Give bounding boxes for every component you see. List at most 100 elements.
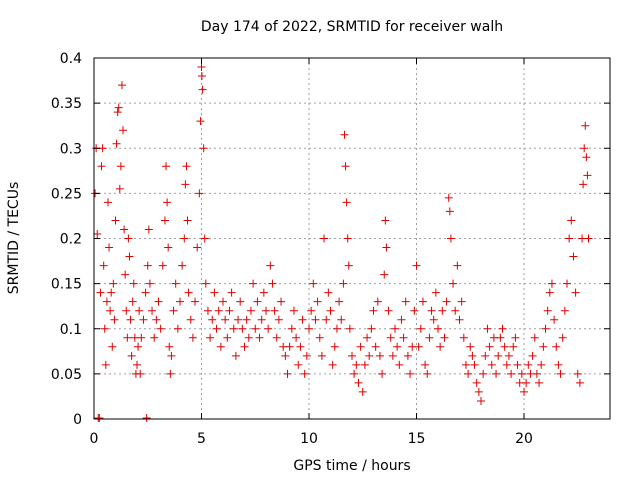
data-point: [133, 360, 141, 369]
data-point: [543, 306, 552, 315]
data-point: [249, 279, 258, 288]
data-point: [507, 369, 516, 378]
data-point: [520, 387, 528, 396]
data-point: [253, 297, 262, 306]
data-point: [158, 261, 167, 270]
data-point: [582, 153, 591, 162]
data-point: [457, 297, 466, 306]
data-point: [393, 342, 402, 351]
data-point: [427, 306, 436, 315]
x-tick-label: 0: [90, 431, 99, 447]
data-point: [342, 198, 351, 207]
data-point: [203, 306, 212, 315]
axis-ticks: 0 5 10 15 20 0 0.05 0.1 0.15 0.2 0.25 0.3 0.35 0.4: [51, 51, 610, 447]
data-point: [550, 315, 559, 324]
data-point: [324, 288, 333, 297]
data-point: [479, 369, 488, 378]
data-point: [229, 324, 238, 333]
data-point: [554, 360, 563, 369]
data-point: [100, 324, 109, 333]
data-point: [231, 351, 240, 360]
data-point: [102, 297, 111, 306]
data-point: [126, 315, 135, 324]
data-point: [545, 288, 554, 297]
data-point: [573, 369, 582, 378]
data-point: [532, 369, 541, 378]
data-point: [234, 315, 243, 324]
y-axis-label: SRMTID / TECUs: [6, 182, 22, 295]
data-point: [121, 270, 130, 279]
data-point: [498, 324, 507, 333]
data-point: [143, 261, 152, 270]
data-point: [240, 342, 249, 351]
data-point: [108, 342, 117, 351]
data-point: [464, 369, 473, 378]
data-point: [103, 198, 112, 207]
data-point: [302, 351, 311, 360]
data-point: [492, 369, 501, 378]
data-point: [110, 315, 119, 324]
data-point: [164, 243, 173, 252]
data-point: [436, 342, 445, 351]
data-point: [115, 184, 124, 193]
data-point: [340, 130, 349, 139]
data-point: [167, 351, 176, 360]
data-point: [184, 288, 193, 297]
data-point: [541, 324, 550, 333]
data-point: [93, 229, 102, 238]
data-point: [183, 216, 192, 225]
data-point: [537, 360, 546, 369]
data-point: [583, 171, 592, 180]
data-point: [500, 342, 509, 351]
data-point: [352, 360, 361, 369]
data-point: [330, 342, 339, 351]
data-point: [399, 333, 408, 342]
data-point: [244, 333, 253, 342]
data-point: [453, 261, 462, 270]
data-point: [474, 387, 483, 396]
data-point: [106, 306, 115, 315]
x-tick-label: 20: [515, 431, 533, 447]
data-point: [214, 306, 223, 315]
data-point: [356, 342, 365, 351]
data-point: [459, 333, 468, 342]
data-point: [166, 369, 175, 378]
data-point: [246, 306, 255, 315]
data-point: [423, 369, 432, 378]
data-point: [296, 342, 305, 351]
data-point: [468, 351, 477, 360]
data-point: [173, 324, 182, 333]
data-point: [195, 189, 204, 198]
data-point: [381, 216, 390, 225]
data-point: [371, 342, 380, 351]
y-tick-label: 0.05: [51, 367, 82, 383]
data-point: [281, 351, 290, 360]
data-point: [309, 279, 318, 288]
data-point: [421, 360, 430, 369]
y-tick-label: 0.3: [60, 141, 82, 157]
data-point: [431, 288, 440, 297]
data-point: [472, 378, 481, 387]
chart-title: Day 174 of 2022, SRMTID for receiver wal…: [201, 19, 503, 35]
data-point: [188, 333, 197, 342]
data-point: [434, 324, 442, 333]
data-point: [350, 369, 359, 378]
data-point: [285, 342, 294, 351]
x-tick-label: 10: [300, 431, 318, 447]
data-point: [135, 306, 144, 315]
data-point: [114, 103, 123, 112]
data-point: [287, 324, 296, 333]
data-point: [363, 333, 372, 342]
data-point: [196, 117, 205, 126]
data-point: [197, 72, 206, 81]
data-point: [216, 342, 225, 351]
data-point: [328, 360, 337, 369]
data-point: [128, 297, 137, 306]
data-point: [547, 279, 556, 288]
data-point: [242, 315, 251, 324]
data-point: [294, 360, 303, 369]
data-point: [517, 369, 526, 378]
data-point: [97, 162, 106, 171]
data-point: [339, 279, 348, 288]
data-point: [266, 261, 275, 270]
